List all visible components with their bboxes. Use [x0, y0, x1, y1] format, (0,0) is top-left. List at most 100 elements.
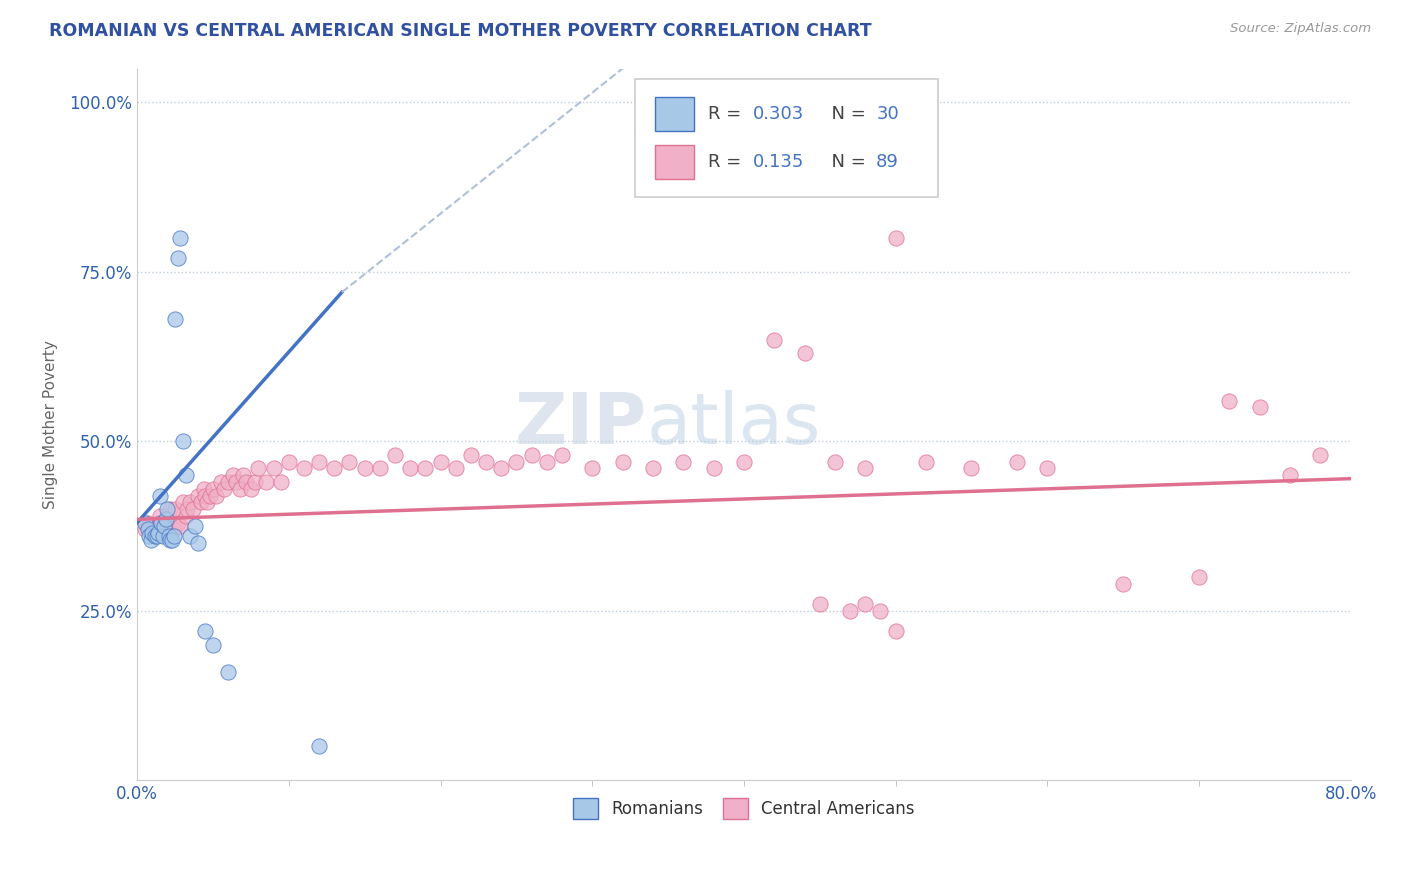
Point [1188, 570, 1211, 584]
Point [163, 502, 186, 516]
Point [672, 455, 695, 469]
Point [217, 475, 239, 489]
Text: 30: 30 [876, 104, 898, 122]
Point [148, 525, 170, 540]
Point [277, 455, 299, 469]
Point [205, 489, 228, 503]
Text: N =: N = [820, 153, 872, 171]
Point [174, 508, 197, 523]
Text: ROMANIAN VS CENTRAL AMERICAN SINGLE MOTHER POVERTY CORRELATION CHART: ROMANIAN VS CENTRAL AMERICAN SINGLE MOTH… [49, 22, 872, 40]
Point [184, 519, 207, 533]
Point [489, 461, 512, 475]
Point [176, 502, 198, 516]
Point [308, 739, 330, 754]
Point [141, 525, 163, 540]
Point [247, 461, 270, 475]
Point [169, 519, 191, 533]
Point [157, 529, 180, 543]
Point [148, 519, 170, 533]
Point [1218, 393, 1240, 408]
Point [353, 461, 375, 475]
Point [159, 502, 181, 516]
Point [263, 461, 285, 475]
Point [169, 231, 191, 245]
FancyBboxPatch shape [655, 145, 695, 179]
Point [339, 455, 361, 469]
Text: atlas: atlas [647, 390, 821, 458]
Point [201, 482, 224, 496]
Point [839, 604, 862, 618]
Point [444, 461, 467, 475]
Point [368, 461, 391, 475]
Point [212, 482, 235, 496]
Text: 89: 89 [876, 153, 898, 171]
Point [172, 495, 194, 509]
Point [641, 461, 664, 475]
Point [160, 519, 183, 533]
Point [187, 489, 209, 503]
Text: R =: R = [707, 104, 747, 122]
Point [187, 536, 209, 550]
FancyBboxPatch shape [634, 79, 938, 196]
Point [149, 489, 172, 503]
Text: Source: ZipAtlas.com: Source: ZipAtlas.com [1230, 22, 1371, 36]
Point [153, 519, 176, 533]
Point [733, 455, 755, 469]
FancyBboxPatch shape [655, 96, 695, 131]
Point [174, 468, 197, 483]
Point [162, 523, 184, 537]
Point [415, 461, 437, 475]
Point [239, 482, 262, 496]
Text: R =: R = [707, 153, 752, 171]
Point [884, 231, 907, 245]
Point [209, 475, 232, 489]
Point [150, 516, 173, 530]
Point [172, 434, 194, 449]
Point [163, 312, 186, 326]
Point [520, 448, 543, 462]
Point [270, 475, 292, 489]
Point [160, 533, 183, 547]
Point [703, 461, 725, 475]
Point [536, 455, 558, 469]
Point [190, 495, 212, 509]
Point [149, 508, 172, 523]
Point [139, 533, 162, 547]
Text: 0.303: 0.303 [752, 104, 804, 122]
Point [808, 597, 831, 611]
Point [245, 475, 267, 489]
Point [225, 475, 247, 489]
Point [1249, 401, 1271, 415]
Point [1036, 461, 1059, 475]
Point [869, 604, 891, 618]
Point [156, 516, 179, 530]
Point [1309, 448, 1331, 462]
Point [143, 529, 166, 543]
Y-axis label: Single Mother Poverty: Single Mother Poverty [44, 340, 58, 508]
Point [884, 624, 907, 639]
Text: ZIP: ZIP [515, 390, 647, 458]
Point [152, 529, 174, 543]
Point [853, 461, 876, 475]
Point [159, 533, 181, 547]
Point [201, 638, 224, 652]
Point [505, 455, 527, 469]
Point [1005, 455, 1028, 469]
Point [138, 519, 160, 533]
Point [167, 516, 190, 530]
Point [136, 523, 159, 537]
Point [134, 523, 156, 537]
Point [155, 512, 177, 526]
Point [915, 455, 938, 469]
Point [292, 461, 315, 475]
Point [193, 482, 215, 496]
Point [960, 461, 983, 475]
Point [254, 475, 277, 489]
Point [308, 455, 330, 469]
Point [138, 529, 160, 543]
Point [194, 489, 217, 503]
Point [460, 448, 482, 462]
Point [221, 468, 243, 483]
Point [793, 346, 815, 360]
Point [399, 461, 422, 475]
